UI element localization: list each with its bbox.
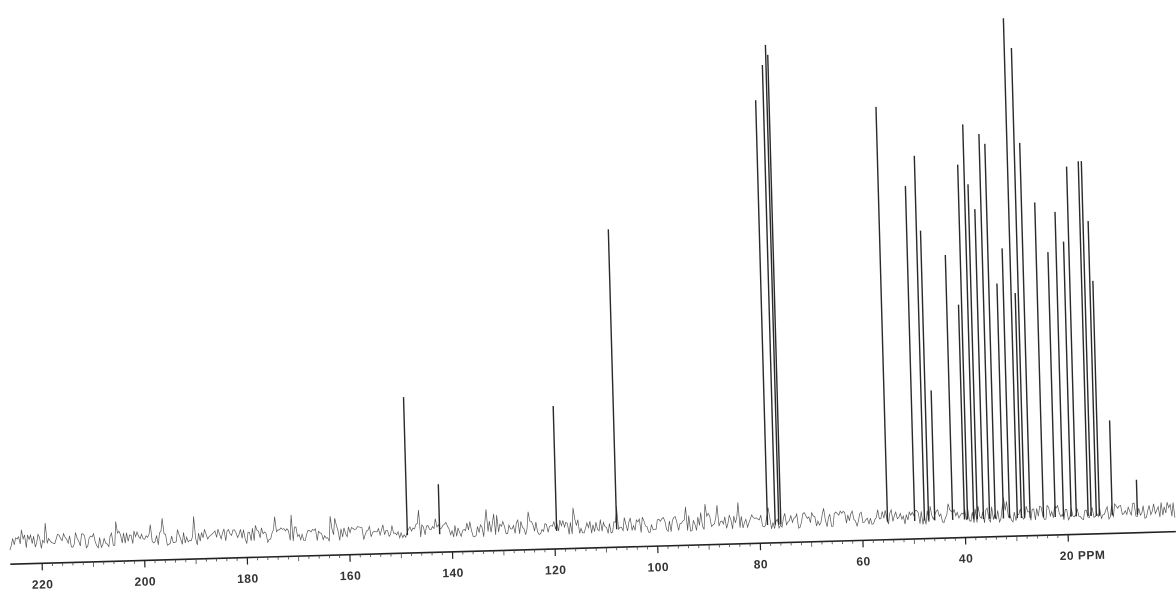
- peak: [904, 186, 916, 521]
- peak: [913, 155, 926, 521]
- peak: [761, 64, 776, 525]
- peak: [1092, 280, 1101, 516]
- x-tick-label: 100: [647, 560, 669, 575]
- peak: [1014, 293, 1023, 518]
- peak: [957, 304, 966, 520]
- peak: [1080, 161, 1092, 517]
- peak: [1062, 241, 1072, 517]
- peak: [1065, 166, 1078, 517]
- peak: [607, 229, 618, 530]
- peak: [767, 54, 782, 525]
- peak: [1087, 220, 1098, 516]
- plot-area: 220 200 180 160 140 120 100 80 60 40 20 PPM: [9, 18, 1176, 591]
- x-tick-label: 40: [959, 551, 974, 565]
- x-tick-label: 120: [545, 563, 567, 578]
- peak: [1001, 248, 1011, 519]
- x-tick-label: 200: [134, 574, 156, 589]
- peak: [974, 209, 985, 520]
- peak: [402, 397, 409, 536]
- peak: [764, 44, 780, 525]
- x-tick-label: 180: [237, 571, 259, 586]
- peak: [967, 184, 979, 520]
- peak: [552, 405, 558, 531]
- peak: [1054, 211, 1065, 517]
- peak: [754, 100, 769, 526]
- peak: [1047, 252, 1057, 518]
- x-tick-label: 60: [856, 554, 871, 568]
- peak: [1010, 48, 1026, 518]
- peak: [956, 164, 969, 520]
- peak: [1019, 142, 1031, 518]
- peak: [919, 230, 930, 521]
- peak: [1002, 18, 1019, 519]
- peak: [978, 133, 991, 519]
- peak: [875, 106, 889, 522]
- peak: [996, 283, 1005, 519]
- x-tick-label: 160: [340, 569, 362, 584]
- peak: [930, 390, 936, 521]
- peak: [1135, 479, 1139, 515]
- x-axis: [10, 530, 1176, 565]
- peak: [1034, 202, 1045, 518]
- x-tick-label: 80: [754, 557, 769, 571]
- peak: [1077, 161, 1089, 517]
- baseline-noise: [9, 496, 1176, 551]
- peak: [944, 254, 954, 520]
- peak: [984, 143, 996, 519]
- peak: [437, 484, 441, 535]
- x-tick-label: 20 PPM: [1060, 548, 1106, 563]
- x-tick-label: 220: [32, 577, 54, 591]
- peak: [1108, 420, 1113, 516]
- x-tick-label: 140: [442, 566, 464, 581]
- peak: [962, 124, 975, 520]
